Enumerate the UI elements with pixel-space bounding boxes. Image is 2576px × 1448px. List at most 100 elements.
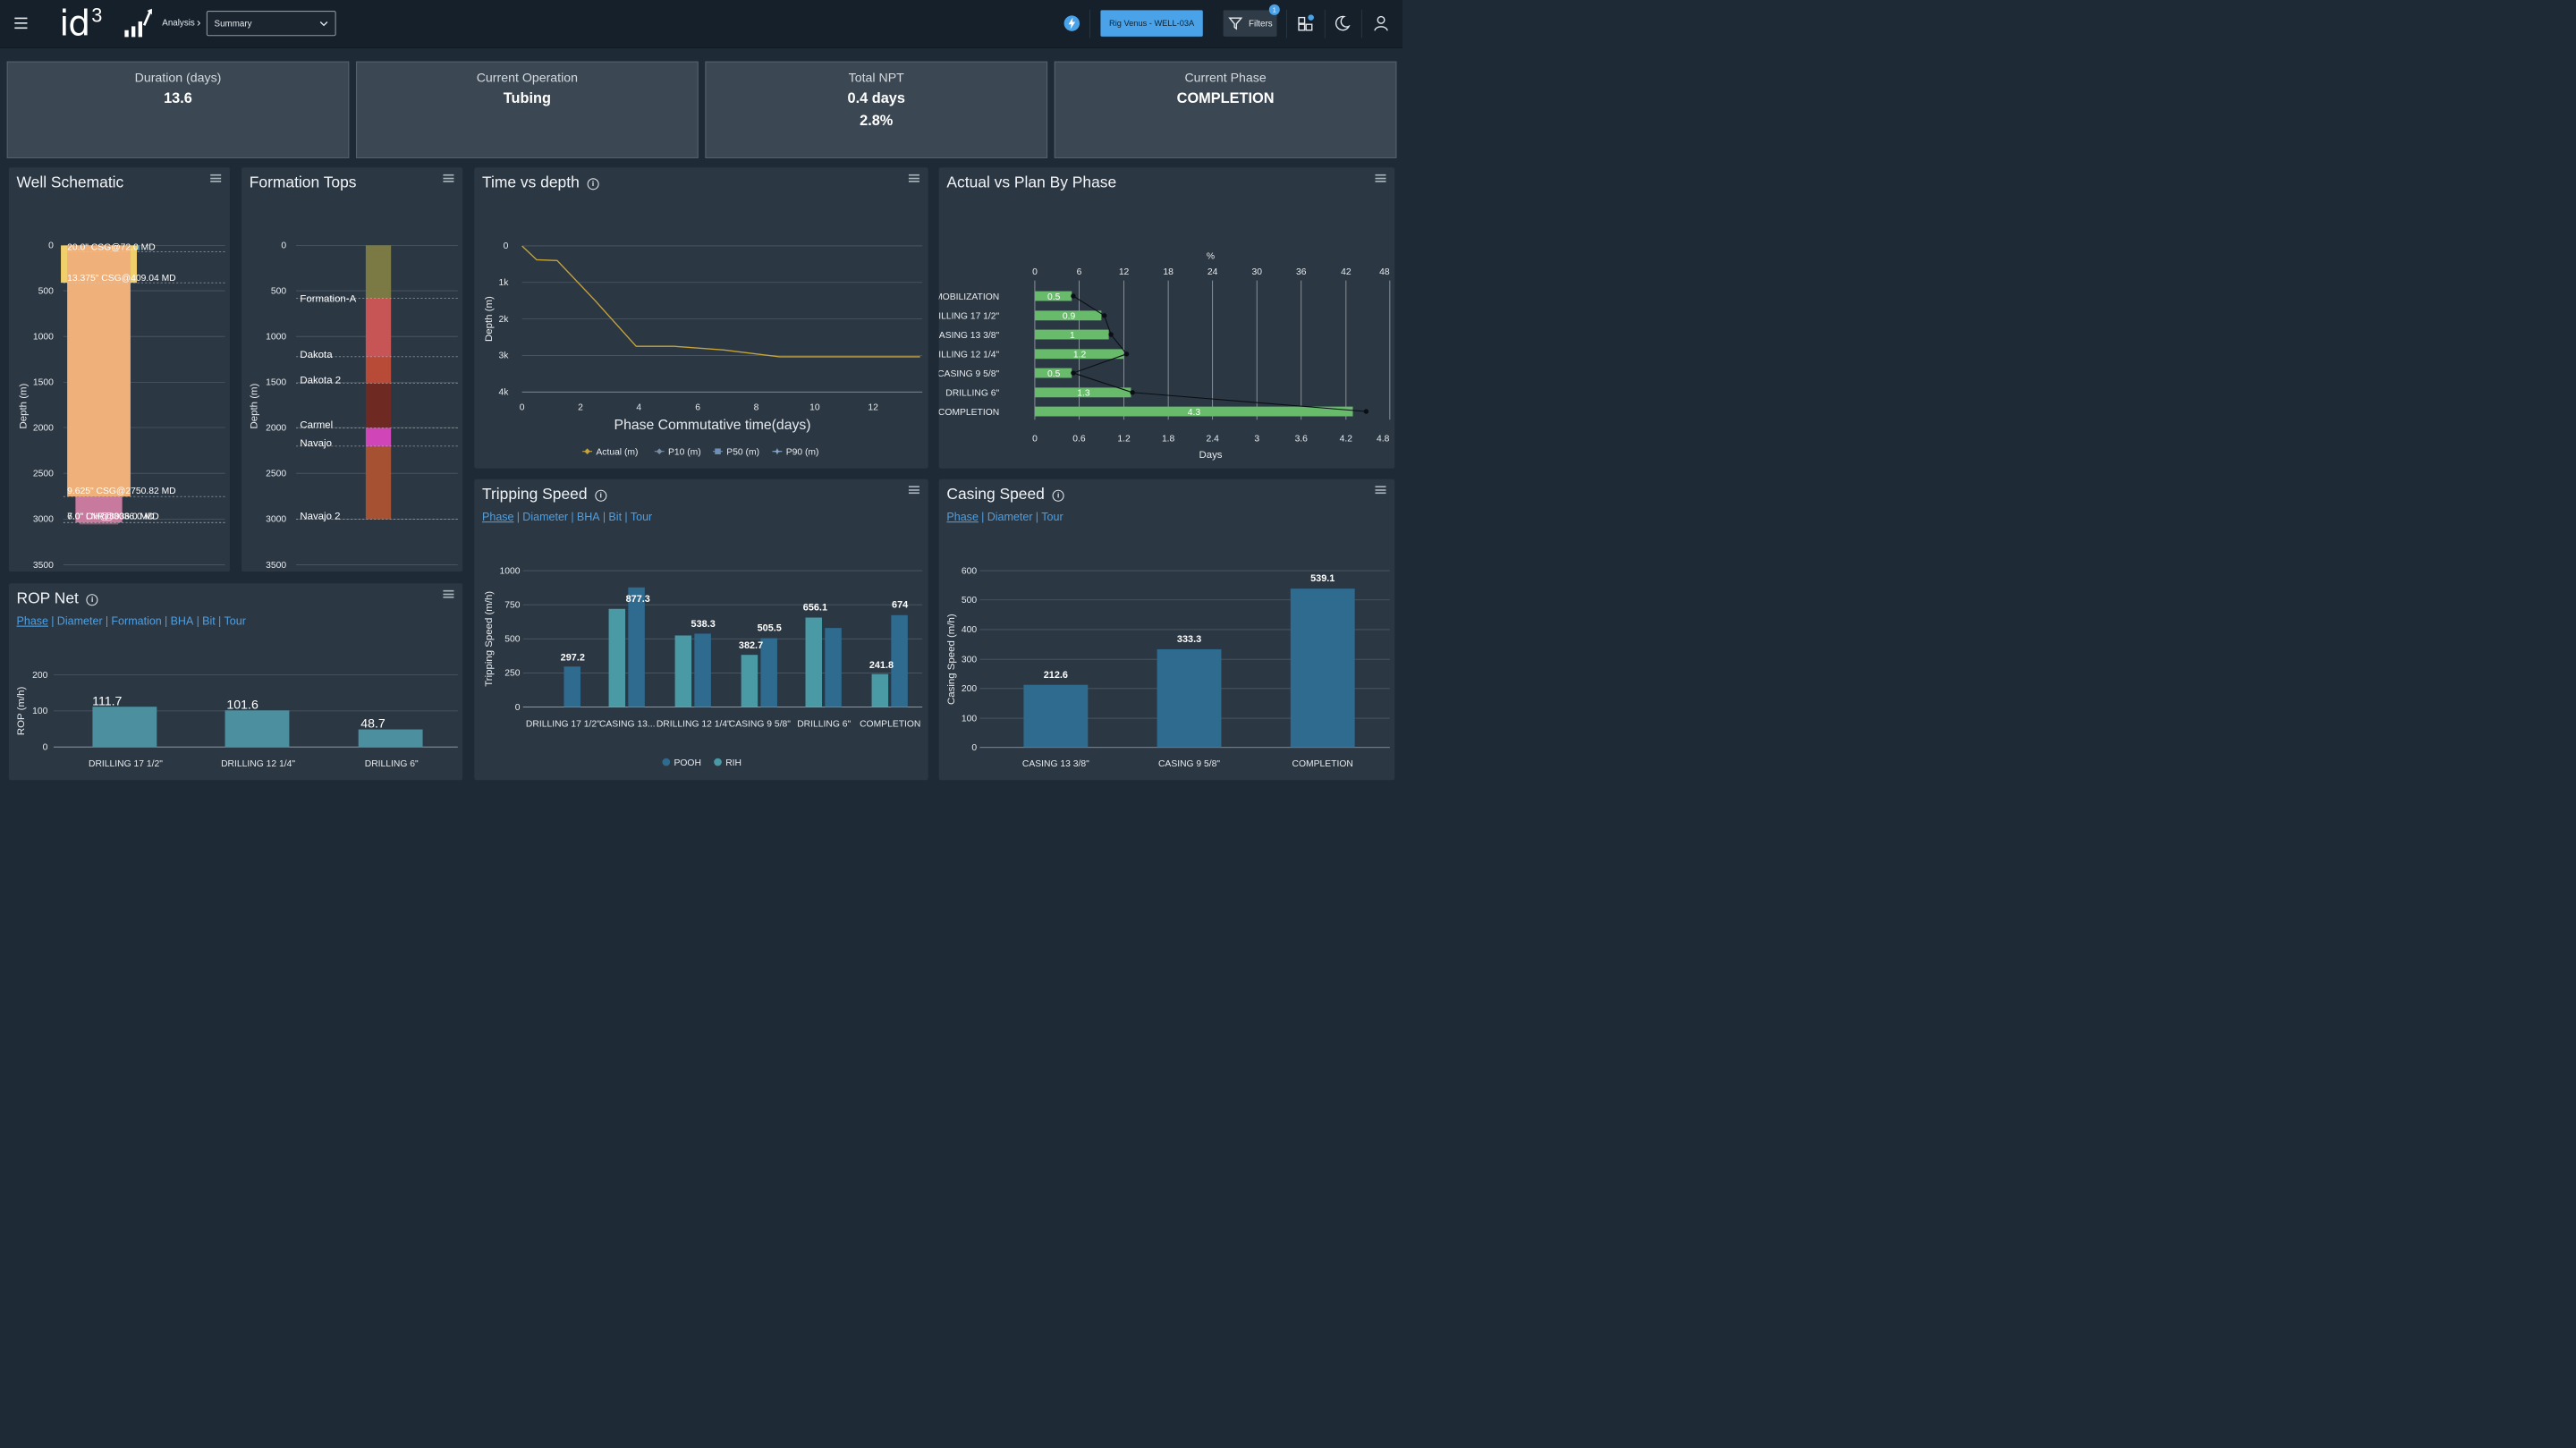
rih-bar — [564, 666, 580, 707]
link-phase[interactable]: Phase — [946, 510, 979, 523]
link-phase[interactable]: Phase — [481, 510, 514, 523]
x-tick: DRILLING 12 1/4" — [221, 759, 295, 769]
pooh-bar — [674, 635, 692, 707]
rop-net-chart: 0 100 200 ROP (m/h) 111.7 101.6 48.7 DRI… — [16, 671, 458, 769]
top-ticks: 0 6 12 18 24 30 36 42 48 — [1032, 267, 1390, 277]
y-tick: 500 — [504, 635, 520, 645]
x-tick: 8 — [754, 402, 759, 412]
legend-label: P90 (m) — [786, 448, 819, 458]
link-tour[interactable]: Tour — [1041, 510, 1063, 523]
info-icon[interactable]: i — [1052, 489, 1064, 502]
value-label: 48.7 — [360, 716, 386, 730]
info-icon[interactable]: i — [86, 594, 98, 606]
link-formation[interactable]: Formation — [111, 614, 162, 628]
rig-well-label: Rig Venus - WELL-03A — [1109, 18, 1195, 29]
legend-item-pooh[interactable]: POOH — [662, 758, 701, 768]
y-tick: 2000 — [33, 423, 54, 433]
link-bit[interactable]: Bit — [608, 510, 623, 523]
phase-days-bar — [1034, 329, 1109, 340]
casing-label: 13.375" CSG@409.04 MD — [67, 274, 176, 284]
formation-label: Formation-A — [300, 294, 356, 305]
actual-vs-plan-chart: % 0 6 12 18 24 30 36 42 48 0 0.6 — [939, 252, 1391, 461]
link-bha[interactable]: BHA — [576, 510, 600, 523]
formation-interval — [365, 428, 392, 446]
link-bha[interactable]: BHA — [170, 614, 194, 628]
kpi-value: 13.6 — [164, 89, 192, 106]
layout-grid-icon[interactable] — [1297, 14, 1315, 32]
x-ticks: DRILLING 17 1/2" DRILLING 12 1/4" DRILLI… — [89, 759, 419, 769]
x-tick: CASING 13 3/8" — [1022, 759, 1089, 769]
kpi-card-duration: Duration (days) 13.6 — [6, 61, 350, 158]
moon-icon[interactable] — [1334, 14, 1352, 32]
panel-menu-icon[interactable] — [210, 174, 222, 182]
formation-tops-panel: Formation Tops 0 500 1000 1500 2000 2500… — [242, 167, 463, 572]
value-label: 241.8 — [869, 660, 894, 671]
analytics-arrowhead — [147, 8, 152, 15]
legend-item-p10[interactable]: P10 (m) — [654, 448, 701, 458]
panel-menu-icon[interactable] — [908, 486, 919, 495]
link-diameter[interactable]: Diameter — [522, 510, 569, 523]
panel-menu-icon[interactable] — [1375, 486, 1386, 495]
panel-menu-icon[interactable] — [908, 174, 919, 182]
rop-bar — [358, 729, 423, 748]
link-diameter[interactable]: Diameter — [987, 510, 1033, 523]
x-tick: 4 — [636, 402, 641, 412]
x-tick: 10 — [809, 402, 820, 412]
y-tick: 500 — [271, 286, 286, 296]
link-bit[interactable]: Bit — [202, 614, 216, 628]
link-tour[interactable]: Tour — [630, 510, 653, 523]
y-ticks: 0 100 200 — [32, 671, 47, 753]
value-label: 1 — [1070, 331, 1075, 341]
chevron-down-icon — [319, 21, 328, 27]
legend-item-actual[interactable]: Actual (m) — [582, 448, 638, 458]
divider — [1361, 9, 1362, 38]
y-ticks: 0 500 1000 1500 2000 2500 3000 3500 — [33, 241, 54, 571]
link-tour[interactable]: Tour — [224, 614, 246, 628]
panel-menu-icon[interactable] — [443, 589, 454, 598]
analytics-bar-3 — [138, 21, 142, 38]
casing-label: 20.0" CSG@72.0 MD — [67, 242, 156, 252]
formation-tops-chart: 0 500 1000 1500 2000 2500 3000 3500 Dept… — [249, 241, 458, 571]
panel-title-text: ROP Net — [16, 589, 79, 607]
brand-text: id — [59, 3, 90, 44]
info-icon[interactable]: i — [595, 489, 607, 502]
kpi-label: Duration (days) — [134, 70, 222, 85]
value-label: 674 — [892, 599, 908, 610]
grid-lines — [521, 245, 923, 393]
phase-label: DRILLING 12 1/4" — [939, 351, 1000, 360]
analytics-icon — [124, 8, 153, 38]
phase-label: CASING 13 3/8" — [939, 331, 1000, 341]
panel-menu-icon[interactable] — [443, 174, 454, 182]
x-tick: DRILLING 6" — [797, 719, 851, 729]
value-label: 333.3 — [1177, 634, 1201, 645]
menu-icon[interactable] — [14, 17, 28, 30]
info-icon[interactable]: i — [587, 178, 599, 191]
y-tick: 200 — [32, 671, 47, 681]
view-select-value: Summary — [214, 18, 252, 29]
legend-item-p90[interactable]: P90 (m) — [772, 448, 818, 458]
link-phase[interactable]: Phase — [16, 614, 49, 628]
y-tick: 750 — [504, 600, 520, 610]
legend-item-rih[interactable]: RIH — [714, 758, 741, 768]
bottom-tick: 3 — [1254, 434, 1259, 444]
filters-button[interactable]: Filters 1 — [1223, 4, 1280, 37]
breadcrumb-analysis[interactable]: Analysis — [162, 17, 195, 28]
formation-labels: Formation-A Dakota Dakota 2 Carmel Navaj… — [300, 294, 356, 522]
rig-well-button[interactable]: Rig Venus - WELL-03A — [1100, 10, 1203, 37]
brand-logo[interactable]: id3 — [59, 3, 102, 44]
link-diameter[interactable]: Diameter — [56, 614, 103, 628]
casing-6in — [79, 522, 119, 525]
pooh-bar — [608, 608, 626, 707]
panel-title: Casing Speed i — [946, 485, 1064, 503]
formation-label: Dakota — [300, 350, 333, 360]
view-select[interactable]: Summary — [206, 10, 336, 37]
y-tick: 0 — [515, 703, 521, 713]
kpi-value-percent: 2.8% — [860, 112, 894, 129]
lightning-icon[interactable] — [1063, 15, 1080, 32]
kpi-card-current-phase: Current Phase COMPLETION — [1054, 61, 1397, 158]
legend-item-p50[interactable]: P50 (m) — [713, 448, 759, 458]
panel-menu-icon[interactable] — [1375, 174, 1386, 182]
y-tick: 250 — [504, 669, 520, 679]
user-icon[interactable] — [1372, 14, 1390, 32]
divider — [1089, 9, 1091, 38]
